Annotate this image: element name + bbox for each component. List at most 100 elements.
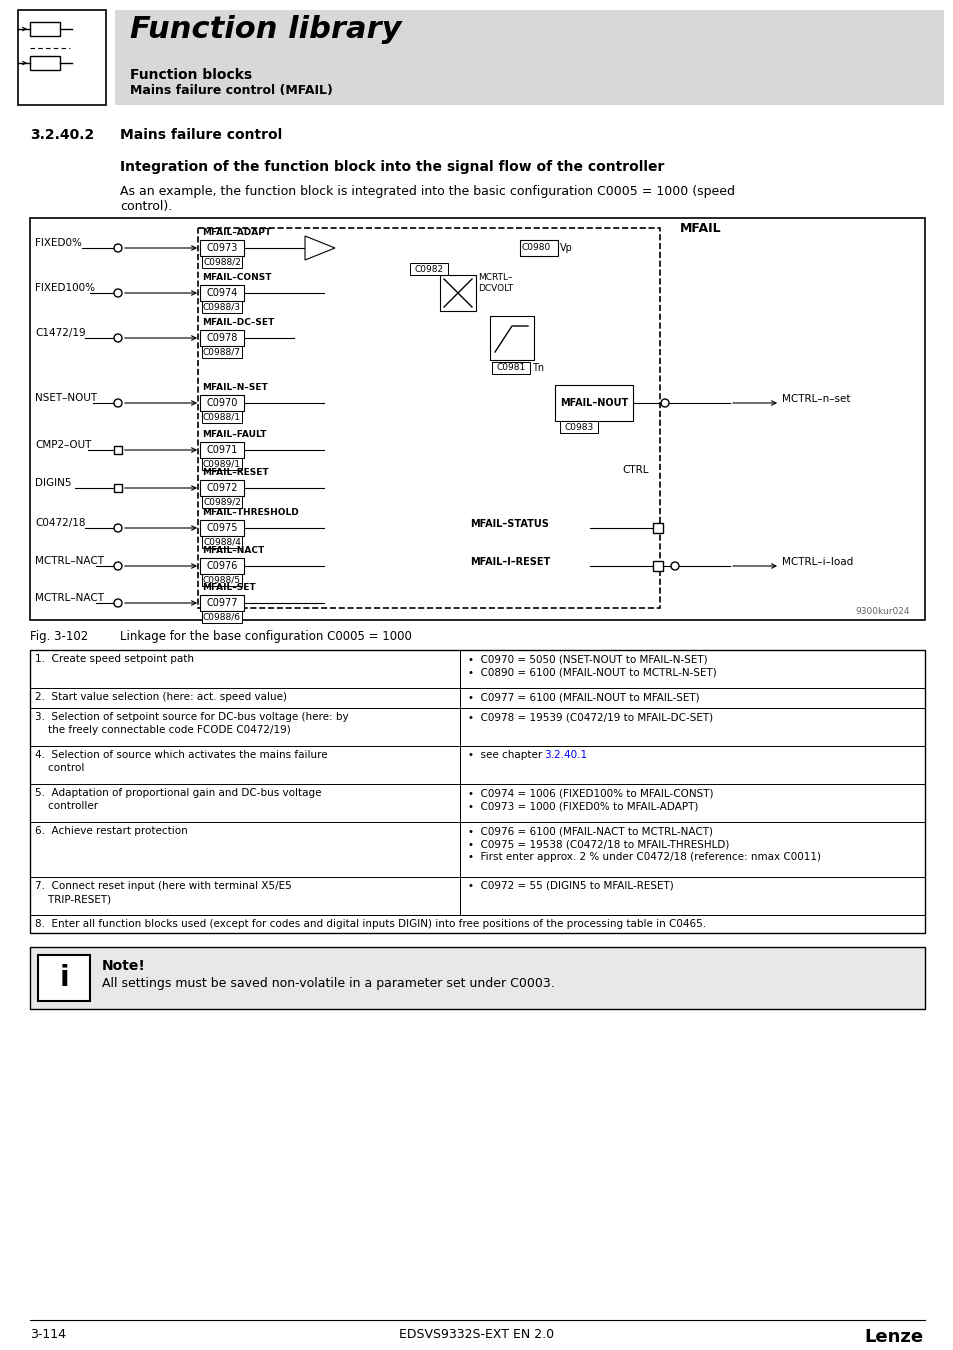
Text: Mains failure control (MFAIL): Mains failure control (MFAIL) — [130, 84, 333, 97]
Text: CMP2–OUT: CMP2–OUT — [35, 440, 91, 450]
Text: Vp: Vp — [559, 243, 572, 252]
Text: 1.  Create speed setpoint path: 1. Create speed setpoint path — [35, 653, 193, 664]
Text: control).: control). — [120, 200, 172, 213]
Text: 2.  Start value selection (here: act. speed value): 2. Start value selection (here: act. spe… — [35, 693, 287, 702]
Text: C0472/18: C0472/18 — [35, 518, 86, 528]
Text: C0981: C0981 — [496, 363, 525, 373]
Bar — [652, 562, 662, 571]
Text: C0988/4: C0988/4 — [203, 537, 241, 547]
Bar — [30, 217, 924, 620]
Text: 8.  Enter all function blocks used (except for codes and digital inputs DIGIN) i: 8. Enter all function blocks used (excep… — [35, 919, 705, 929]
Text: C0976: C0976 — [206, 562, 237, 571]
Text: Integration of the function block into the signal flow of the controller: Integration of the function block into t… — [120, 161, 663, 174]
Text: C0978: C0978 — [206, 333, 237, 343]
Text: C0988/3: C0988/3 — [203, 302, 241, 312]
Text: i: i — [59, 964, 69, 992]
Text: MFAIL–NACT: MFAIL–NACT — [202, 545, 264, 555]
Text: MCTRL–NACT: MCTRL–NACT — [35, 593, 104, 603]
Bar — [202, 301, 242, 313]
Bar — [200, 558, 244, 574]
Bar — [38, 954, 90, 1000]
Bar — [198, 228, 659, 608]
Text: MFAIL–SET: MFAIL–SET — [202, 583, 255, 593]
Text: 5.  Adaptation of proportional gain and DC-bus voltage
    controller: 5. Adaptation of proportional gain and D… — [35, 788, 321, 811]
Text: 3-114: 3-114 — [30, 1328, 66, 1341]
Text: DIGIN5: DIGIN5 — [35, 478, 71, 487]
Circle shape — [113, 562, 122, 570]
Text: C1472/19: C1472/19 — [35, 328, 86, 338]
Bar — [30, 22, 60, 36]
Text: C0977: C0977 — [206, 598, 237, 608]
Text: Mains failure control: Mains failure control — [120, 128, 282, 142]
Text: 4.  Selection of source which activates the mains failure
    control: 4. Selection of source which activates t… — [35, 751, 327, 774]
Circle shape — [670, 562, 679, 570]
Circle shape — [113, 400, 122, 406]
Text: C0988/5: C0988/5 — [203, 575, 241, 585]
Text: •  C0976 = 6100 (MFAIL-NACT to MCTRL-NACT)
•  C0975 = 19538 (C0472/18 to MFAIL-T: • C0976 = 6100 (MFAIL-NACT to MCTRL-NACT… — [468, 826, 821, 863]
Text: MFAIL–I–RESET: MFAIL–I–RESET — [470, 558, 550, 567]
Text: •  C0977 = 6100 (MFAIL-NOUT to MFAIL-SET): • C0977 = 6100 (MFAIL-NOUT to MFAIL-SET) — [468, 693, 699, 702]
Polygon shape — [305, 236, 335, 261]
Bar — [113, 446, 122, 454]
Text: C0988/2: C0988/2 — [203, 258, 241, 266]
Text: C0989/2: C0989/2 — [203, 498, 241, 506]
Bar — [113, 485, 122, 491]
Bar — [200, 595, 244, 612]
Bar — [202, 346, 242, 358]
Text: C0970: C0970 — [206, 398, 237, 408]
Text: C0973: C0973 — [206, 243, 237, 252]
Text: •  C0970 = 5050 (NSET-NOUT to MFAIL-N-SET)
•  C0890 = 6100 (MFAIL-NOUT to MCTRL-: • C0970 = 5050 (NSET-NOUT to MFAIL-N-SET… — [468, 653, 716, 678]
Text: MFAIL–CONST: MFAIL–CONST — [202, 273, 272, 282]
Bar — [200, 329, 244, 346]
Bar — [200, 240, 244, 256]
Text: MCTRL–n–set: MCTRL–n–set — [781, 394, 850, 404]
Text: MFAIL–DC–SET: MFAIL–DC–SET — [202, 319, 274, 327]
Bar — [555, 385, 633, 421]
Bar — [115, 9, 943, 105]
Text: •  see chapter: • see chapter — [468, 751, 545, 760]
Text: C0975: C0975 — [206, 522, 237, 533]
Circle shape — [113, 599, 122, 608]
Bar — [30, 649, 924, 933]
Bar — [519, 240, 558, 256]
Bar — [492, 362, 530, 374]
Text: 6.  Achieve restart protection: 6. Achieve restart protection — [35, 826, 188, 836]
Bar — [652, 522, 662, 533]
Circle shape — [113, 524, 122, 532]
Text: MFAIL–FAULT: MFAIL–FAULT — [202, 431, 266, 439]
Bar — [202, 574, 242, 586]
Text: 3.  Selection of setpoint source for DC-bus voltage (here: by
    the freely con: 3. Selection of setpoint source for DC-b… — [35, 711, 348, 736]
Text: •  C0974 = 1006 (FIXED100% to MFAIL-CONST)
•  C0973 = 1000 (FIXED0% to MFAIL-ADA: • C0974 = 1006 (FIXED100% to MFAIL-CONST… — [468, 788, 713, 811]
Text: C0988/7: C0988/7 — [203, 347, 241, 356]
Text: 3.2.40.2: 3.2.40.2 — [30, 128, 94, 142]
Text: 7.  Connect reset input (here with terminal X5/E5
    TRIP-RESET): 7. Connect reset input (here with termin… — [35, 882, 292, 905]
Text: EDSVS9332S-EXT EN 2.0: EDSVS9332S-EXT EN 2.0 — [399, 1328, 554, 1341]
Text: C0982: C0982 — [414, 265, 443, 274]
Circle shape — [113, 244, 122, 252]
Bar — [200, 285, 244, 301]
Circle shape — [113, 333, 122, 342]
Text: MFAIL–N–SET: MFAIL–N–SET — [202, 383, 268, 392]
Text: •  C0978 = 19539 (C0472/19 to MFAIL-DC-SET): • C0978 = 19539 (C0472/19 to MFAIL-DC-SE… — [468, 711, 713, 722]
Text: Linkage for the base configuration C0005 = 1000: Linkage for the base configuration C0005… — [120, 630, 412, 643]
Text: C0974: C0974 — [206, 288, 237, 298]
Text: MFAIL–NOUT: MFAIL–NOUT — [559, 398, 627, 408]
Bar — [200, 396, 244, 410]
Bar — [490, 316, 534, 360]
Bar — [202, 458, 242, 470]
Text: 3.2.40.1: 3.2.40.1 — [544, 751, 587, 760]
Text: MFAIL–RESET: MFAIL–RESET — [202, 468, 269, 477]
Text: MFAIL–THRESHOLD: MFAIL–THRESHOLD — [202, 508, 298, 517]
Text: Fig. 3-102: Fig. 3-102 — [30, 630, 89, 643]
Bar — [439, 275, 476, 310]
Bar — [202, 256, 242, 269]
Text: 9300kur024: 9300kur024 — [854, 608, 908, 616]
Text: C0971: C0971 — [206, 446, 237, 455]
Text: Function blocks: Function blocks — [130, 68, 252, 82]
Bar — [200, 441, 244, 458]
Text: All settings must be saved non-volatile in a parameter set under C0003.: All settings must be saved non-volatile … — [102, 977, 554, 990]
Text: As an example, the function block is integrated into the basic configuration C00: As an example, the function block is int… — [120, 185, 734, 198]
Bar — [202, 612, 242, 622]
Bar — [18, 9, 106, 105]
Text: •  C0972 = 55 (DIGIN5 to MFAIL-RESET): • C0972 = 55 (DIGIN5 to MFAIL-RESET) — [468, 882, 673, 891]
